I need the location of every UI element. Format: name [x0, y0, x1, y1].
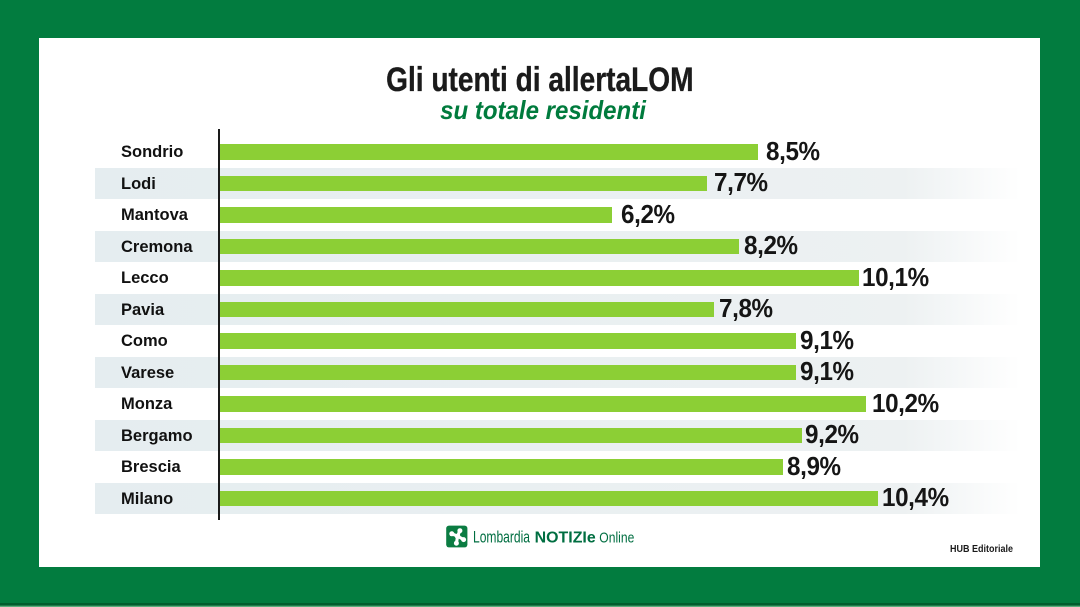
svg-text:NOTIZIe: NOTIZIe — [535, 530, 596, 547]
svg-text:Online: Online — [599, 530, 634, 547]
svg-text:Lombardia: Lombardia — [473, 529, 531, 547]
